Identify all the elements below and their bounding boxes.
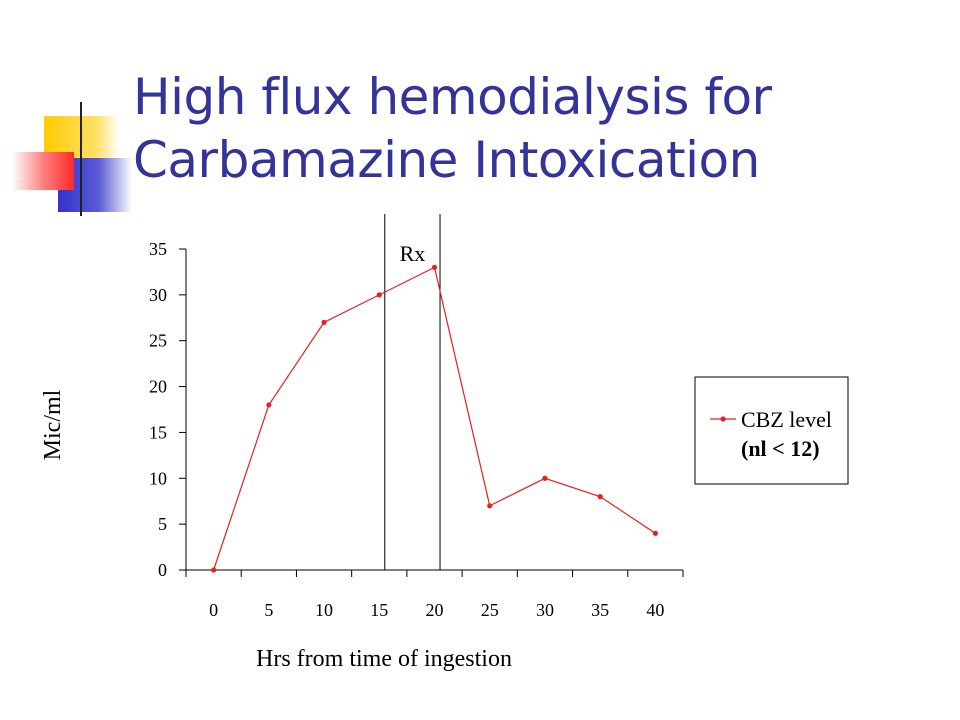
data-point	[376, 292, 382, 298]
data-point	[487, 503, 493, 509]
x-tick-label: 5	[264, 600, 273, 620]
legend-box	[694, 376, 849, 485]
x-tick-label: 25	[481, 600, 499, 620]
y-tick-label: 30	[149, 285, 167, 305]
page-title: High flux hemodialysis for Carbamazine I…	[133, 66, 933, 192]
legend-series-name: CBZ level	[741, 407, 832, 432]
chart-annotations: Rx	[384, 214, 441, 570]
title-line-1: High flux hemodialysis for	[133, 68, 772, 126]
x-axis-label: Hrs from time of ingestion	[256, 646, 512, 672]
data-point	[652, 530, 658, 536]
x-tick-label: 40	[646, 600, 664, 620]
legend: CBZ level (nl < 12)	[694, 376, 849, 485]
y-tick-label: 25	[149, 331, 167, 351]
data-point	[431, 264, 438, 270]
y-axis-label: Mic/ml	[40, 389, 66, 460]
x-tick-label: 10	[315, 600, 333, 620]
y-tick-label: 5	[158, 514, 167, 534]
legend-series-note: (nl < 12)	[741, 436, 820, 461]
data-point	[597, 494, 603, 500]
y-tick-label: 35	[149, 239, 167, 259]
title-line-2: Carbamazine Intoxication	[133, 131, 760, 189]
legend-marker-swatch	[720, 416, 726, 422]
chart-axes: 0 5 10 15 20 25 30 35 0 5 10 15 20 25 30 35 40	[149, 239, 684, 620]
x-tick-label: 20	[426, 600, 444, 620]
data-point	[211, 567, 217, 573]
data-point	[542, 475, 548, 481]
deco-red-square	[12, 152, 74, 190]
x-tick-label: 15	[370, 600, 388, 620]
chart-plot-area	[211, 264, 658, 573]
data-point	[321, 319, 327, 325]
series-line-cbz-level	[213, 266, 656, 571]
rx-annotation-label: Rx	[400, 241, 426, 266]
y-tick-label: 10	[149, 468, 167, 488]
y-tick-label: 0	[158, 560, 167, 580]
x-tick-label: 35	[591, 600, 609, 620]
y-tick-label: 15	[149, 422, 167, 442]
x-tick-label: 0	[209, 600, 218, 620]
data-point	[266, 402, 272, 408]
y-tick-label: 20	[149, 377, 167, 397]
x-tick-label: 30	[536, 600, 554, 620]
